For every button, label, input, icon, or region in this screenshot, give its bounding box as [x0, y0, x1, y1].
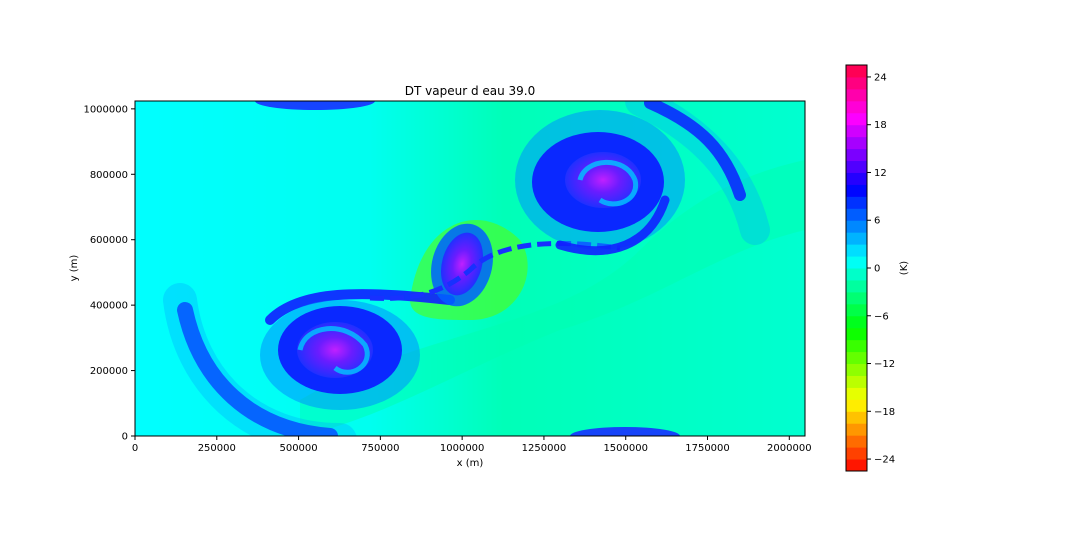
y-tick-label: 1000000	[83, 104, 128, 115]
upper-right-vortex-swirl	[577, 159, 639, 207]
x-axis: 0 250000 500000 750000 1000000 1250000 1500000…	[132, 436, 812, 454]
colorbar-level	[846, 327, 867, 341]
colorbar-tick-label: −6	[874, 311, 889, 322]
colorbar-level	[846, 148, 867, 162]
y-tick-label: 800000	[90, 170, 128, 181]
top-edge-patch	[255, 101, 375, 110]
colorbar-level	[846, 315, 867, 329]
colorbar-level	[846, 303, 867, 317]
colorbar-level	[846, 268, 867, 281]
colorbar-level	[846, 399, 867, 412]
colorbar-level	[846, 411, 867, 424]
x-tick-label: 1250000	[522, 443, 567, 454]
x-axis-label: x (m)	[457, 458, 484, 469]
chart-title: DT vapeur d eau 39.0	[405, 84, 536, 98]
colorbar-level	[846, 244, 867, 257]
colorbar-level	[846, 447, 867, 460]
x-tick-label: 1000000	[440, 443, 485, 454]
colorbar-level	[846, 375, 867, 388]
colorbar-level	[846, 220, 867, 233]
colorbar-level	[846, 435, 867, 448]
colorbar-tick-label: 12	[874, 168, 887, 179]
colorbar-level	[846, 291, 867, 305]
y-axis-label: y (m)	[69, 255, 80, 282]
colorbar-level	[846, 279, 867, 293]
lower-left-spiral-arm-outer-halo	[163, 283, 357, 436]
y-axis: 0 200000 400000 600000 800000 1000000	[83, 104, 135, 443]
y-tick-label: 600000	[90, 235, 128, 246]
colorbar-tick-label: −12	[874, 359, 895, 370]
x-tick-label: 500000	[279, 443, 317, 454]
colorbar-level	[846, 112, 867, 126]
colorbar-level	[846, 387, 867, 400]
colorbar-tick-label: −24	[874, 455, 895, 466]
colorbar-level	[846, 459, 867, 472]
x-tick-label: 1750000	[685, 443, 730, 454]
colorbar-tick-label: −18	[874, 407, 895, 418]
colorbar-level	[846, 100, 867, 114]
colorbar-level	[846, 136, 867, 150]
colorbar-level	[846, 124, 867, 138]
colorbar-level	[846, 232, 867, 245]
y-tick-label: 400000	[90, 301, 128, 312]
lower-left-spiral-arm-outer	[177, 302, 338, 436]
colorbar-level	[846, 160, 867, 173]
colorbar-level	[846, 172, 867, 185]
x-tick-label: 250000	[198, 443, 236, 454]
colorbar-tick-label: 0	[874, 264, 880, 275]
colorbar-level	[846, 65, 867, 78]
colorbar-level	[846, 256, 867, 269]
colorbar-level	[846, 363, 867, 376]
y-tick-label: 200000	[90, 366, 128, 377]
colorbar-ticks: 24 18 12 6 0 −6 −12 −18 −24	[867, 72, 895, 466]
colorbar-level	[846, 184, 867, 197]
colorbar-level	[846, 88, 867, 102]
x-tick-label: 2000000	[767, 443, 812, 454]
x-tick-label: 0	[132, 443, 138, 454]
mixing-band	[300, 160, 805, 436]
colorbar-level	[846, 208, 867, 221]
colorbar-level	[846, 196, 867, 209]
bottom-edge-patch	[570, 427, 680, 436]
colorbar-level	[846, 339, 867, 353]
colorbar-label: (K)	[899, 261, 910, 275]
colorbar-level	[846, 351, 867, 365]
lower-left-vortex-swirl	[297, 326, 370, 375]
colorbar-tick-label: 6	[874, 216, 880, 227]
y-tick-label: 0	[122, 432, 128, 443]
central-vortex-core	[440, 232, 484, 296]
x-tick-label: 750000	[361, 443, 399, 454]
colorbar-level	[846, 76, 867, 90]
colorbar	[846, 65, 867, 472]
colorbar-level	[846, 423, 867, 436]
upper-right-spiral-arm-lower	[555, 195, 670, 256]
x-tick-label: 1500000	[603, 443, 648, 454]
colorbar-tick-label: 24	[874, 72, 887, 83]
upper-right-spiral-arm	[644, 101, 746, 201]
colorbar-tick-label: 18	[874, 120, 887, 131]
plot-frame	[134, 100, 806, 437]
plot-area	[135, 101, 805, 436]
